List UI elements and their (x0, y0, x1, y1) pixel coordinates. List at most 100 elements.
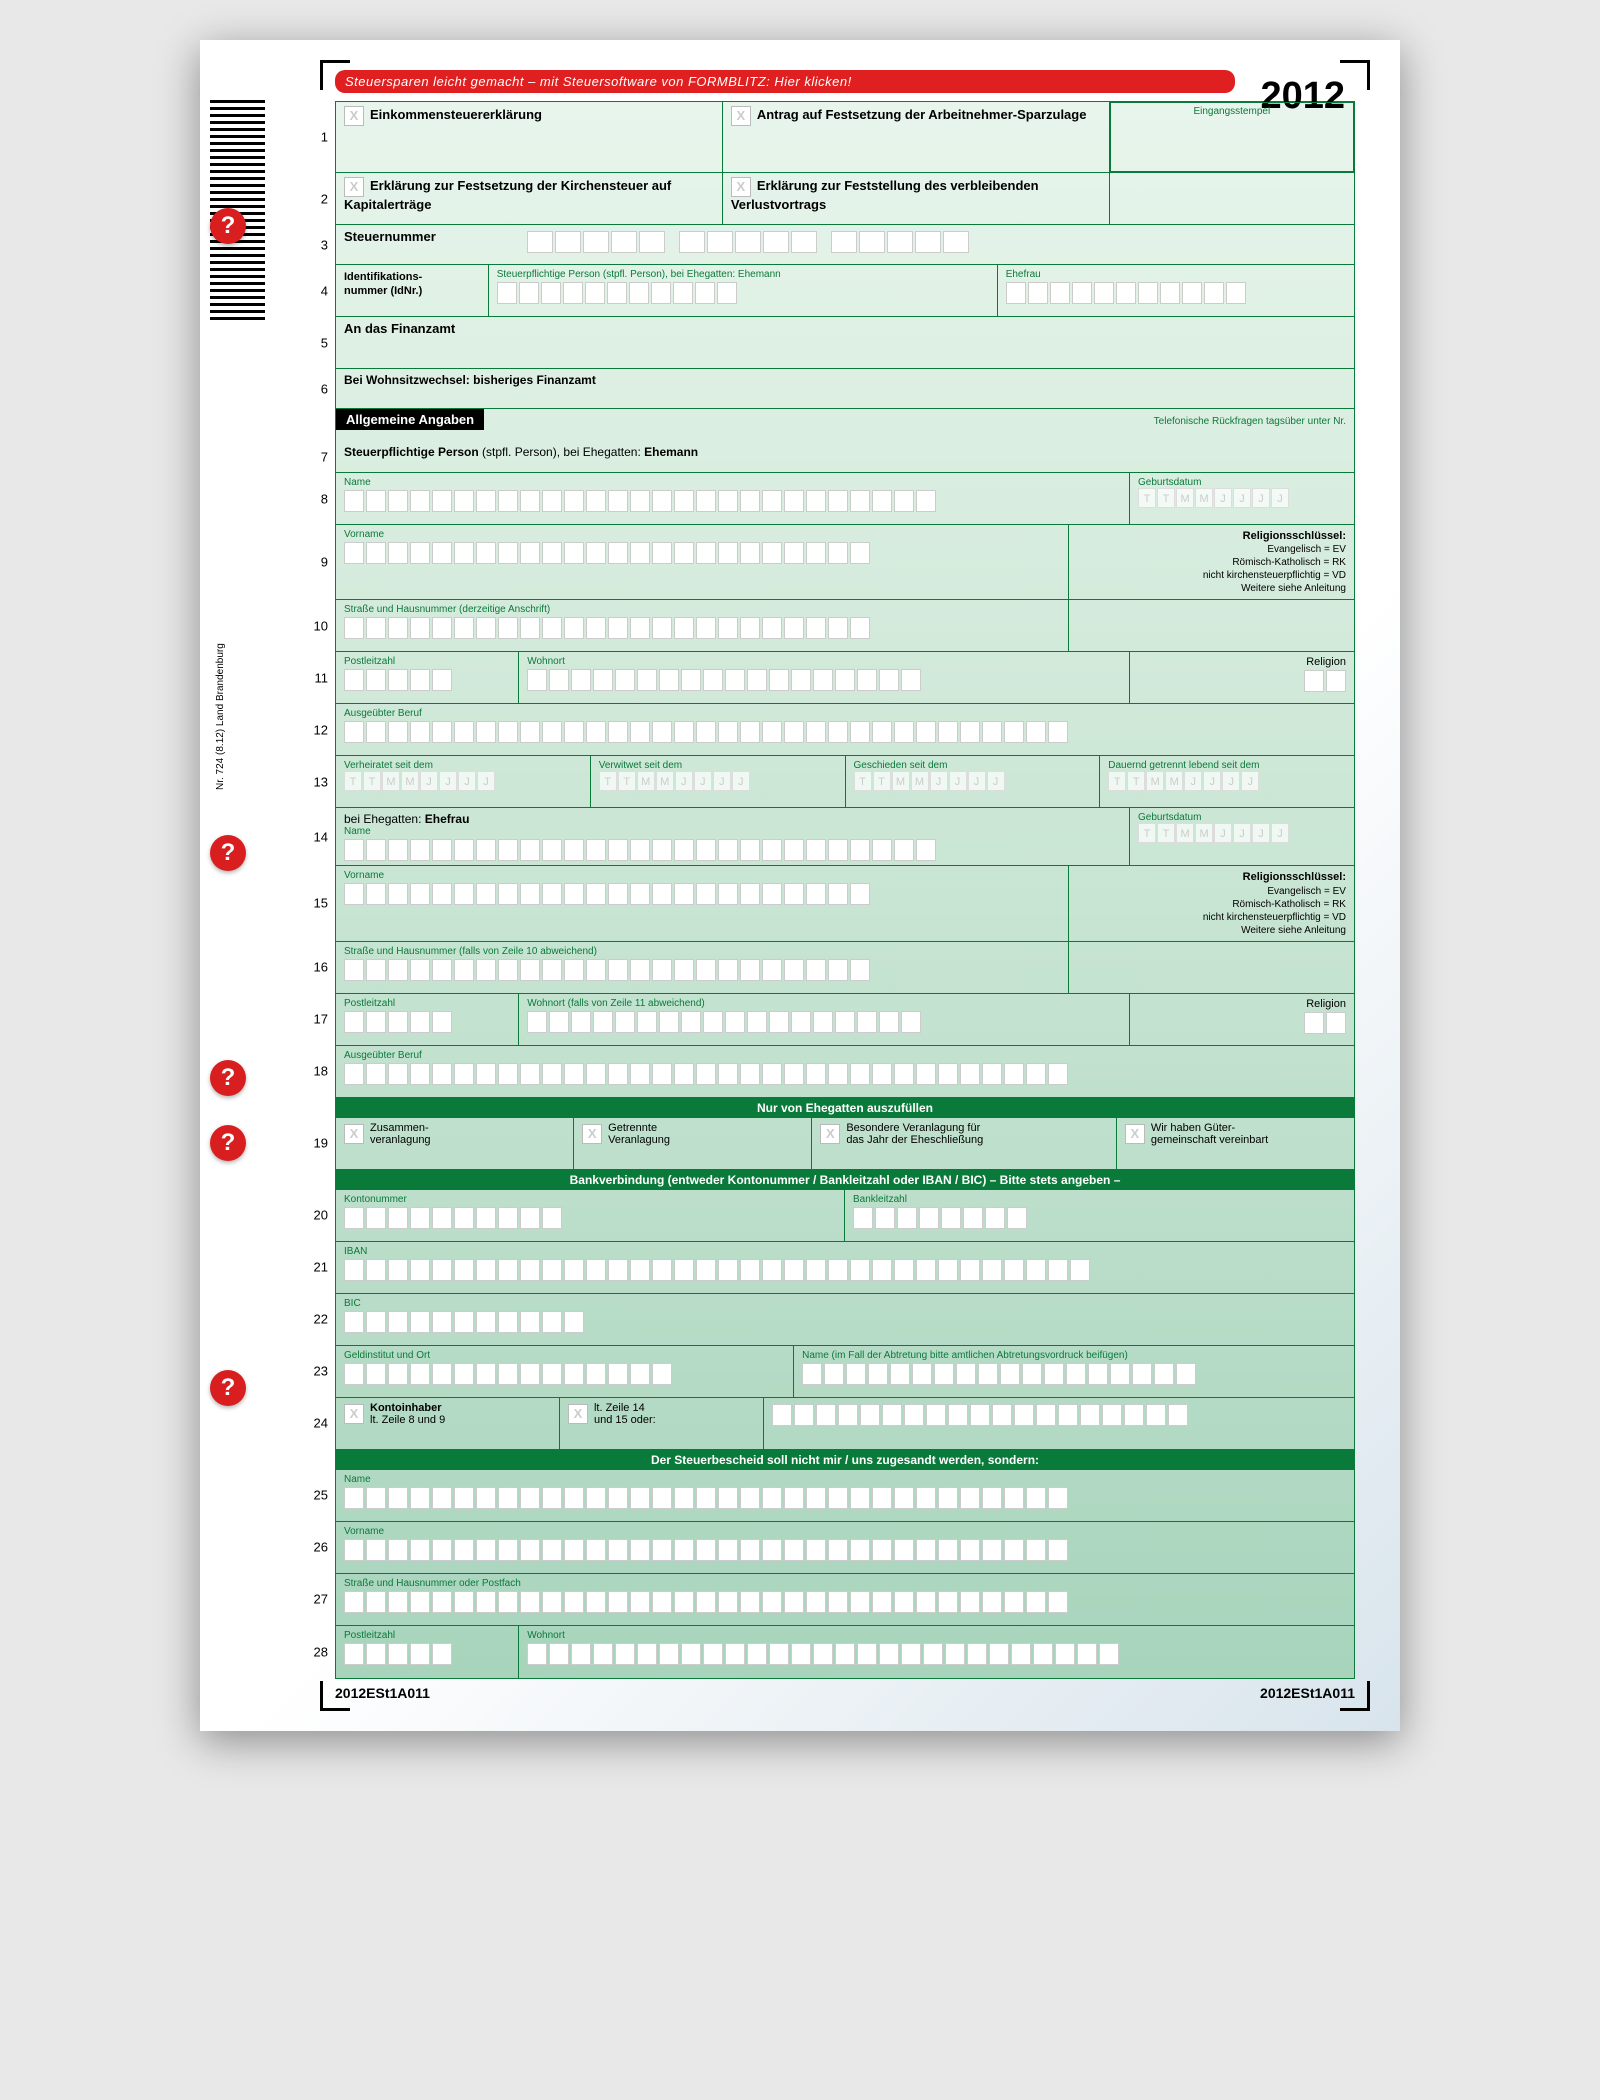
row-20: 20 Kontonummer Bankleitzahl (336, 1190, 1354, 1242)
label: Besondere Veranlagung für das Jahr der E… (846, 1122, 983, 1146)
checkbox[interactable]: X (820, 1124, 840, 1144)
row-18: 18 Ausgeübter Beruf (336, 1046, 1354, 1098)
name-input-2[interactable] (344, 839, 1121, 861)
form-number-sidetext: Nr. 724 (8.12) Land Brandenburg (215, 643, 226, 790)
row-number: 28 (306, 1644, 328, 1659)
label: Postleitzahl (344, 656, 510, 667)
row-11: 11 Postleitzahl Wohnort Religion (336, 652, 1354, 704)
plz-input-2[interactable] (344, 1011, 510, 1033)
section-zustellung: Der Steuerbescheid soll nicht mir / uns … (336, 1450, 1354, 1470)
label: Vorname (344, 870, 1060, 881)
row-3: 3 Steuernummer (336, 225, 1354, 265)
row-16: 16 Straße und Hausnummer (falls von Zeil… (336, 942, 1354, 994)
geldinstitut-input[interactable] (344, 1363, 785, 1385)
zust-plz-input[interactable] (344, 1643, 510, 1665)
checkbox[interactable]: X (1125, 1124, 1145, 1144)
street-input[interactable] (344, 617, 1060, 639)
row-12: 12 Ausgeübter Beruf (336, 704, 1354, 756)
date-input[interactable]: TTMMJJJJ (344, 771, 582, 791)
vorname-input[interactable] (344, 542, 1060, 564)
beruf-input-2[interactable] (344, 1063, 1346, 1085)
label: Einkommensteuererklärung (370, 107, 542, 122)
checkbox[interactable]: X (344, 1404, 364, 1424)
row-25: 25 Name (336, 1470, 1354, 1522)
blz-input[interactable] (853, 1207, 1346, 1229)
label: Postleitzahl (344, 1630, 510, 1641)
row-5: 5 An das Finanzamt (336, 317, 1354, 369)
help-icon[interactable]: ? (210, 835, 246, 871)
form-body: 1 XEinkommensteuererklärung XAntrag auf … (335, 101, 1355, 1679)
label: Religion (1138, 998, 1346, 1010)
row-number: 9 (306, 555, 328, 570)
row-6: 6 Bei Wohnsitzwechsel: bisheriges Finanz… (336, 369, 1354, 409)
help-icon[interactable]: ? (210, 1060, 246, 1096)
section-title: Allgemeine Angaben (336, 409, 484, 430)
row-number: 22 (306, 1312, 328, 1327)
row-number: 20 (306, 1208, 328, 1223)
row-number: 4 (306, 283, 328, 298)
bic-input[interactable] (344, 1311, 1346, 1333)
wohnort-input[interactable] (527, 669, 1121, 691)
checkbox[interactable]: X (582, 1124, 602, 1144)
konto-input[interactable] (344, 1207, 836, 1229)
zust-wohnort-input[interactable] (527, 1643, 1346, 1665)
vorname-input-2[interactable] (344, 883, 1060, 905)
label: Verheiratet seit dem (344, 760, 582, 771)
label: BIC (344, 1298, 1346, 1309)
religion-input[interactable] (1138, 670, 1346, 692)
name-input[interactable] (344, 490, 1121, 512)
zust-name-input[interactable] (344, 1487, 1346, 1509)
row-28: 28 Postleitzahl Wohnort (336, 1626, 1354, 1678)
label: Kontonummer (344, 1194, 836, 1205)
date-input[interactable]: TTMMJJJJ (854, 771, 1092, 791)
crop-mark (320, 60, 350, 90)
street-input-2[interactable] (344, 959, 1060, 981)
help-icon[interactable]: ? (210, 1125, 246, 1161)
plz-input[interactable] (344, 669, 510, 691)
checkbox[interactable]: X (344, 106, 364, 126)
row-number: 2 (306, 191, 328, 206)
section-ehegatten: Nur von Ehegatten auszufüllen (336, 1098, 1354, 1118)
row-number: 27 (306, 1592, 328, 1607)
religion-input-2[interactable] (1138, 1012, 1346, 1034)
steuernummer-input[interactable] (527, 231, 1346, 253)
label: Zusammen- veranlagung (370, 1122, 431, 1146)
wohnort-input-2[interactable] (527, 1011, 1121, 1033)
help-icon[interactable]: ? (210, 1370, 246, 1406)
row-19: 19 XZusammen- veranlagung XGetrennte Ver… (336, 1118, 1354, 1170)
idnr-input-1[interactable] (497, 282, 989, 304)
date-input[interactable]: TTMMJJJJ (599, 771, 837, 791)
zust-vorname-input[interactable] (344, 1539, 1346, 1561)
label: Postleitzahl (344, 998, 510, 1009)
birthdate-input-2[interactable]: TTMMJJJJ (1138, 823, 1346, 843)
row-number: 23 (306, 1364, 328, 1379)
row-number: 8 (306, 491, 328, 506)
help-icon[interactable]: ? (210, 208, 246, 244)
label: Wohnort (falls von Zeile 11 abweichend) (527, 998, 1121, 1009)
checkbox[interactable]: X (344, 1124, 364, 1144)
kontoinhaber-input[interactable] (772, 1404, 1346, 1426)
abtretung-name-input[interactable] (802, 1363, 1346, 1385)
row-number: 21 (306, 1260, 328, 1275)
checkbox[interactable]: X (344, 177, 364, 197)
birthdate-input[interactable]: TTMMJJJJ (1138, 488, 1346, 508)
row-number: 7 (306, 449, 328, 464)
label: Vorname (344, 529, 1060, 540)
date-input[interactable]: TTMMJJJJ (1108, 771, 1346, 791)
row-15: 15 Vorname Religionsschlüssel:Evangelisc… (336, 866, 1354, 941)
promo-banner[interactable]: Steuersparen leicht gemacht – mit Steuer… (335, 70, 1235, 93)
checkbox[interactable]: X (731, 106, 751, 126)
beruf-input[interactable] (344, 721, 1346, 743)
row-22: 22 BIC (336, 1294, 1354, 1346)
zust-street-input[interactable] (344, 1591, 1346, 1613)
label: Identifikations- nummer (IdNr.) (344, 271, 422, 297)
checkbox[interactable]: X (731, 177, 751, 197)
idnr-input-2[interactable] (1006, 282, 1346, 304)
iban-input[interactable] (344, 1259, 1346, 1281)
row-17: 17 Postleitzahl Wohnort (falls von Zeile… (336, 994, 1354, 1046)
label: Ausgeübter Beruf (344, 708, 1346, 719)
label: Antrag auf Festsetzung der Arbeitnehmer-… (757, 107, 1087, 122)
row-number: 12 (306, 722, 328, 737)
checkbox[interactable]: X (568, 1404, 588, 1424)
crop-mark (320, 1681, 350, 1711)
